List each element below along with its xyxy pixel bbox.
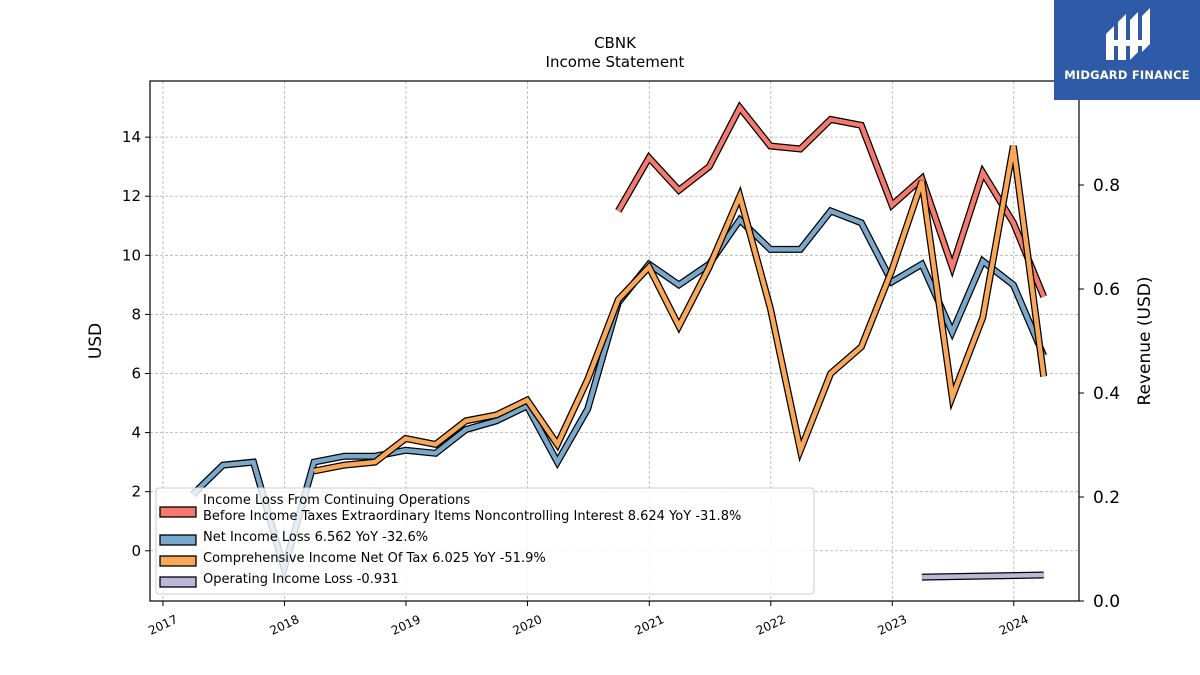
x-tick-label: 2024 bbox=[997, 612, 1031, 638]
y-tick-label-left: 14 bbox=[122, 128, 141, 146]
y-tick-label-right: 0.6 bbox=[1093, 280, 1120, 300]
y-tick-label-left: 0 bbox=[131, 542, 141, 560]
x-tick-label: 2017 bbox=[146, 612, 180, 638]
legend-swatch bbox=[159, 555, 197, 567]
y-tick-label-left: 8 bbox=[131, 305, 141, 323]
y-tick-label-right: 0.0 bbox=[1093, 592, 1120, 612]
grid-layer bbox=[150, 81, 1079, 601]
x-tick-label: 2019 bbox=[389, 612, 423, 638]
y-tick-label-left: 2 bbox=[131, 483, 141, 501]
y-axis-label-left: USD bbox=[86, 323, 106, 359]
x-tick-label: 2022 bbox=[754, 612, 788, 638]
legend-swatch bbox=[159, 576, 197, 588]
legend: Income Loss From Continuing OperationsBe… bbox=[155, 487, 815, 595]
x-tick-label: 2021 bbox=[632, 612, 666, 638]
x-tick-label: 2023 bbox=[875, 612, 909, 638]
legend-swatch bbox=[159, 534, 197, 546]
legend-label: Comprehensive Income Net Of Tax 6.025 Yo… bbox=[203, 551, 546, 566]
logo-mark-icon bbox=[1106, 8, 1150, 60]
chart-title: CBNK bbox=[594, 34, 637, 52]
brand-logo: MIDGARD FINANCE bbox=[1054, 0, 1200, 100]
legend-label: Income Loss From Continuing Operations bbox=[203, 493, 470, 508]
series-line bbox=[616, 103, 1046, 298]
series-line bbox=[313, 145, 1046, 474]
y-tick-label-right: 0.8 bbox=[1093, 176, 1120, 196]
y-tick-label-right: 0.2 bbox=[1093, 488, 1120, 508]
x-tick-label: 2018 bbox=[268, 612, 302, 638]
x-tick-label: 2020 bbox=[511, 612, 545, 638]
y-tick-label-left: 10 bbox=[122, 246, 141, 264]
y-tick-label-left: 6 bbox=[131, 365, 141, 383]
y-tick-label-left: 12 bbox=[122, 187, 141, 205]
logo-text: MIDGARD FINANCE bbox=[1064, 68, 1190, 82]
legend-box bbox=[155, 487, 815, 595]
plot-frame bbox=[149, 80, 1080, 602]
y-tick-label-right: 0.4 bbox=[1093, 384, 1120, 404]
series-layer bbox=[190, 101, 1048, 582]
y-tick-label-left: 4 bbox=[131, 424, 141, 442]
legend-label: Net Income Loss 6.562 YoY -32.6% bbox=[203, 530, 428, 545]
y-axis-label-right: Revenue (USD) bbox=[1135, 276, 1155, 405]
legend-label: Operating Income Loss -0.931 bbox=[203, 572, 399, 587]
chart-subtitle: Income Statement bbox=[546, 53, 685, 71]
series-line bbox=[921, 572, 1044, 580]
series-line-outline bbox=[313, 145, 1048, 475]
legend-swatch bbox=[159, 506, 197, 518]
legend-label: Before Income Taxes Extraordinary Items … bbox=[203, 509, 741, 524]
